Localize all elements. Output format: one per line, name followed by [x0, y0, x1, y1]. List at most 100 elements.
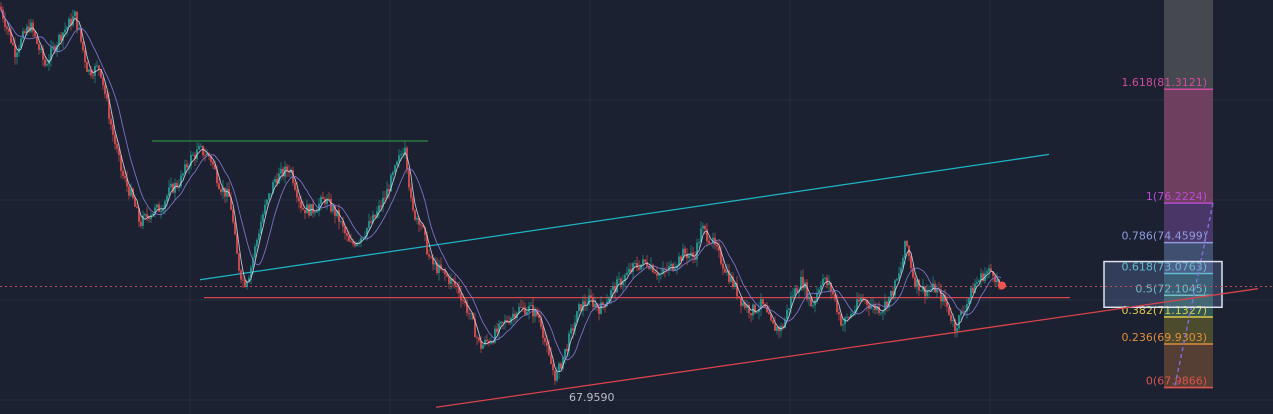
candle-body-359 — [718, 246, 720, 251]
candle-body-51 — [102, 77, 104, 86]
candle-body-491 — [982, 273, 984, 282]
candlestick-series — [0, 2, 1002, 386]
candle-body-295 — [590, 295, 592, 298]
candle-body-93 — [186, 164, 188, 168]
candle-body-489 — [978, 280, 980, 283]
candle-body-387 — [774, 323, 776, 331]
candle-body-465 — [930, 289, 932, 291]
candle-body-26 — [52, 46, 54, 48]
candle-body-229 — [458, 286, 460, 294]
candle-body-278 — [556, 371, 558, 381]
candle-body-106 — [212, 161, 214, 165]
candle-body-13 — [26, 26, 28, 33]
candle-body-474 — [948, 306, 950, 315]
candle-body-165 — [330, 198, 332, 212]
candle-body-58 — [116, 144, 118, 149]
candle-body-346 — [692, 252, 694, 258]
candle-body-40 — [80, 28, 82, 42]
low-price-label: 67.9590 — [569, 391, 615, 404]
candle-body-388 — [776, 326, 778, 331]
candle-body-241 — [482, 344, 484, 349]
candle-body-22 — [44, 59, 46, 66]
candle-body-408 — [816, 293, 818, 301]
candle-body-365 — [730, 276, 732, 282]
candle-body-141 — [282, 168, 284, 177]
trend-annotations[interactable] — [0, 140, 1273, 408]
candle-body-407 — [814, 300, 816, 306]
candle-body-487 — [974, 283, 976, 293]
moving-average-lines — [0, 9, 1002, 373]
candle-body-61 — [122, 170, 124, 177]
candle-body-223 — [446, 274, 448, 277]
candle-body-452 — [904, 240, 906, 258]
candle-body-47 — [94, 66, 96, 76]
candle-body-379 — [758, 309, 760, 313]
candle-body-80 — [160, 210, 162, 212]
candle-body-345 — [690, 252, 692, 256]
candle-body-120 — [240, 270, 242, 280]
fib-level-label-0.786: 0.786(74.4599) — [1121, 230, 1207, 243]
candle-body-136 — [272, 182, 274, 194]
candle-body-52 — [104, 85, 106, 94]
candle-body-417 — [834, 294, 836, 300]
candle-body-445 — [890, 290, 892, 297]
candle-body-145 — [290, 170, 292, 173]
candle-body-411 — [822, 278, 824, 286]
candle-body-449 — [898, 273, 900, 279]
candle-body-16 — [32, 22, 34, 32]
candle-body-300 — [600, 302, 602, 314]
fibonacci-extension-tool[interactable]: 1.618(81.3121) 1(76.2224) 0.786(74.4599) 0.… — [1103, 0, 1223, 389]
candle-body-321 — [642, 259, 644, 265]
candle-body-192 — [384, 197, 386, 199]
candle-body-314 — [628, 269, 630, 273]
candle-body-322 — [644, 259, 646, 262]
candle-body-183 — [366, 227, 368, 236]
candle-body-97 — [194, 154, 196, 159]
candle-body-176 — [352, 241, 354, 244]
candle-body-42 — [84, 50, 86, 63]
candle-body-19 — [38, 44, 40, 50]
candle-body-148 — [296, 189, 298, 198]
candle-body-205 — [410, 187, 412, 198]
candle-body-36 — [72, 16, 74, 26]
candle-body-410 — [820, 285, 822, 290]
candle-body-45 — [90, 69, 92, 76]
candle-body-6 — [12, 42, 14, 45]
candle-body-231 — [462, 300, 464, 302]
candle-body-133 — [266, 199, 268, 205]
candle-body-238 — [476, 337, 478, 338]
candle-body-419 — [838, 311, 840, 315]
candle-body-276 — [552, 364, 554, 371]
candle-body-71 — [142, 215, 144, 226]
candle-body-90 — [180, 175, 182, 187]
candle-body-222 — [444, 270, 446, 275]
candle-body-366 — [732, 276, 734, 287]
candle-body-242 — [484, 339, 486, 345]
candle-body-29 — [58, 34, 60, 46]
candle-body-473 — [946, 301, 948, 307]
candle-body-352 — [704, 225, 706, 230]
candle-body-140 — [280, 168, 282, 174]
candle-body-498 — [996, 279, 998, 283]
candle-body-32 — [64, 29, 66, 33]
candle-body-402 — [804, 282, 806, 289]
candle-body-248 — [496, 328, 498, 333]
candle-body-475 — [950, 314, 952, 321]
candle-body-443 — [886, 301, 888, 307]
candle-body-272 — [544, 337, 546, 342]
candle-body-290 — [580, 304, 582, 311]
candle-body-100 — [200, 145, 202, 147]
candle-body-75 — [150, 215, 152, 219]
candle-body-225 — [450, 278, 452, 284]
candle-body-477 — [954, 319, 956, 332]
candle-body-484 — [968, 297, 970, 305]
candle-body-291 — [582, 301, 584, 311]
candle-body-309 — [618, 278, 620, 280]
candle-body-11 — [22, 31, 24, 39]
candle-body-174 — [348, 235, 350, 242]
candle-body-161 — [322, 197, 324, 199]
candle-body-494 — [988, 268, 990, 272]
candle-body-56 — [112, 124, 114, 135]
